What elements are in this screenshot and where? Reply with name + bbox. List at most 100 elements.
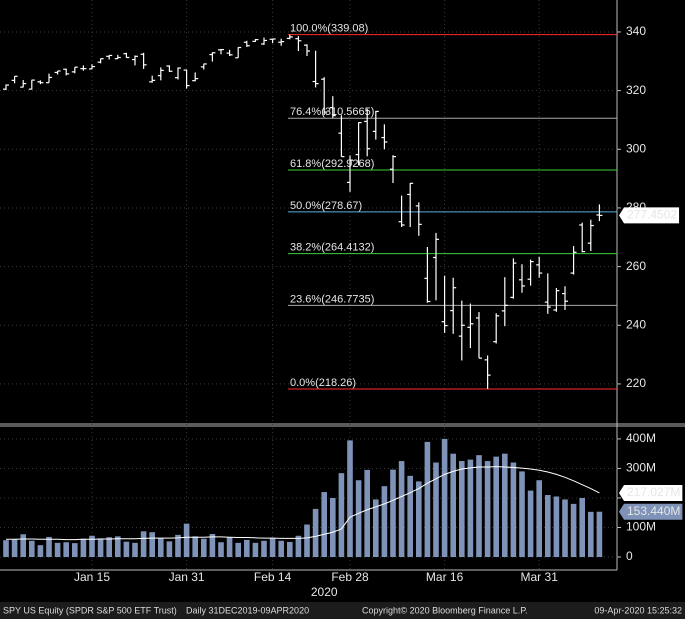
volume-bar bbox=[192, 536, 198, 558]
volume-bar bbox=[545, 495, 551, 558]
volume-bar bbox=[407, 475, 413, 558]
y-tick-label: 400M bbox=[626, 431, 656, 445]
volume-bar bbox=[123, 541, 130, 558]
volume-bar bbox=[484, 461, 491, 558]
volume-bar bbox=[364, 469, 370, 558]
ma-last-tag-box bbox=[619, 484, 683, 501]
volume-bar bbox=[80, 538, 87, 558]
footer-timestamp: 09-Apr-2020 15:25:32 bbox=[594, 605, 682, 615]
fib-label: 50.0%(278.67) bbox=[290, 200, 362, 212]
volume-bar bbox=[166, 541, 173, 558]
volume-bar bbox=[89, 535, 95, 558]
volume-bar bbox=[338, 473, 345, 558]
x-tick-label: Mar 31 bbox=[521, 570, 559, 584]
volume-bar bbox=[287, 541, 293, 558]
volume-bar bbox=[140, 531, 147, 558]
volume-bar bbox=[588, 511, 594, 558]
last-price-tag-box bbox=[619, 207, 680, 224]
fib-label: 38.2%(264.4132) bbox=[290, 242, 374, 254]
volume-bar bbox=[235, 542, 241, 558]
volume-bar bbox=[312, 508, 319, 558]
volume-bar bbox=[295, 535, 302, 558]
volume-bar bbox=[390, 469, 396, 558]
volume-bar bbox=[321, 492, 327, 558]
volume-bar bbox=[54, 542, 61, 558]
volume-bar bbox=[562, 499, 568, 558]
volume-bar bbox=[158, 538, 164, 558]
x-tick-label: Jan 31 bbox=[169, 570, 205, 584]
y-tick-label: 100M bbox=[626, 520, 656, 534]
footer-security: SPY US Equity (SPDR S&P 500 ETF Trust) bbox=[3, 605, 177, 615]
fib-label: 61.8%(292.9268) bbox=[290, 158, 374, 170]
volume-bar bbox=[493, 456, 499, 558]
x-tick-label: Jan 15 bbox=[74, 570, 110, 584]
volume-bar bbox=[149, 532, 155, 558]
volume-bar bbox=[373, 499, 379, 558]
volume-bar bbox=[29, 540, 35, 558]
volume-bar bbox=[459, 461, 465, 558]
volume-bar bbox=[201, 538, 207, 558]
volume-bar bbox=[579, 497, 585, 558]
volume-bar bbox=[355, 480, 362, 558]
volume-last-tag: 153.440M bbox=[627, 504, 680, 518]
volume-bar bbox=[63, 542, 69, 558]
volume-bar bbox=[3, 540, 9, 558]
footer-bar bbox=[0, 602, 685, 619]
volume-bar bbox=[450, 453, 456, 558]
volume-bar bbox=[441, 438, 448, 558]
volume-bar bbox=[476, 455, 482, 558]
fib-label: 100.0%(339.08) bbox=[290, 23, 368, 35]
volume-bar bbox=[175, 534, 181, 558]
x-tick-label: Feb 28 bbox=[331, 570, 369, 584]
volume-bar bbox=[218, 542, 224, 558]
y-tick-label: 320 bbox=[626, 83, 646, 97]
panel-divider bbox=[0, 423, 685, 427]
volume-bar bbox=[330, 497, 336, 558]
y-tick-label: 300 bbox=[626, 141, 646, 155]
volume-bar bbox=[226, 537, 233, 558]
volume-bar bbox=[553, 496, 560, 558]
x-year-label: 2020 bbox=[311, 585, 338, 599]
volume-bar bbox=[20, 534, 26, 558]
volume-bar bbox=[11, 539, 18, 558]
volume-bar bbox=[106, 537, 112, 558]
volume-bar bbox=[536, 480, 542, 558]
volume-bar bbox=[510, 462, 517, 558]
volume-bar bbox=[46, 536, 52, 558]
ma-last-tag: 217.027M bbox=[627, 485, 680, 499]
volume-bar bbox=[467, 459, 474, 558]
volume-bar bbox=[347, 440, 353, 558]
x-tick-label: Mar 16 bbox=[426, 570, 464, 584]
moving-average-line bbox=[6, 466, 600, 541]
y-tick-label: 240 bbox=[626, 317, 646, 331]
volume-last-tag-box bbox=[619, 503, 683, 520]
fib-label: 0.0%(218.26) bbox=[290, 377, 356, 389]
volume-bar bbox=[261, 540, 267, 558]
y-tick-label: 300M bbox=[626, 461, 656, 475]
footer-range: Daily 31DEC2019-09APR2020 bbox=[186, 605, 309, 615]
y-tick-label: 260 bbox=[626, 259, 646, 273]
volume-bar bbox=[252, 542, 259, 558]
volume-bar bbox=[570, 503, 577, 558]
volume-bar bbox=[97, 538, 104, 558]
y-tick-label: 220 bbox=[626, 376, 646, 390]
volume-bar bbox=[244, 539, 250, 558]
volume-bar bbox=[502, 453, 508, 558]
volume-bar bbox=[37, 545, 44, 558]
y-tick-label: 0 bbox=[626, 549, 633, 563]
x-tick-label: Feb 14 bbox=[254, 570, 292, 584]
volume-bar bbox=[72, 543, 78, 558]
volume-bar bbox=[416, 481, 422, 558]
volume-bar bbox=[596, 511, 603, 558]
volume-bar bbox=[304, 524, 310, 558]
volume-bar bbox=[115, 536, 121, 558]
y-tick-label: 340 bbox=[626, 24, 646, 38]
volume-bar bbox=[209, 533, 216, 558]
fib-label: 23.6%(246.7735) bbox=[290, 293, 374, 305]
volume-bar bbox=[269, 537, 276, 558]
volume-bar bbox=[278, 540, 284, 558]
volume-bar bbox=[183, 523, 190, 558]
volume-bar bbox=[424, 441, 431, 558]
